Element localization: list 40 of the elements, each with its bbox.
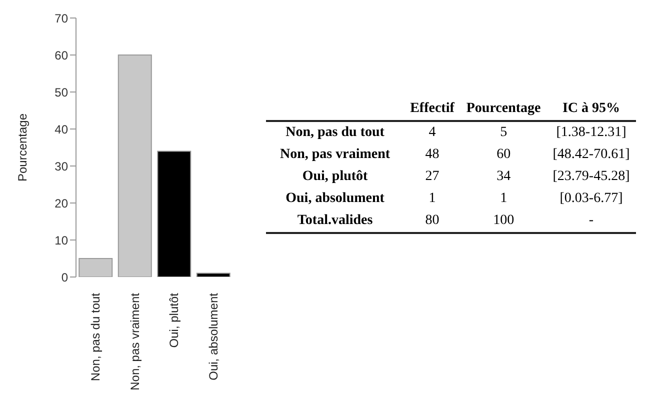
bar bbox=[196, 272, 230, 277]
text: [48.42-70.61] bbox=[552, 147, 630, 162]
x-tick-label: Oui, plutôt bbox=[167, 292, 182, 348]
category-label: Total.valides bbox=[297, 213, 373, 228]
bar bbox=[118, 54, 152, 277]
text: [1.38-12.31] bbox=[556, 125, 626, 140]
y-tick-label: 10 bbox=[54, 233, 68, 248]
y-tick-label: 30 bbox=[54, 159, 68, 174]
y-tick-label: 70 bbox=[54, 11, 68, 26]
y-tick-label: 50 bbox=[54, 85, 68, 100]
y-tick-label: 60 bbox=[54, 48, 68, 62]
category-label: Non, pas du tout bbox=[286, 125, 384, 140]
text: 27 bbox=[425, 169, 440, 184]
category-label: Effectif bbox=[409, 100, 456, 118]
category-label: Non, pas vraiment bbox=[280, 147, 390, 162]
text: 4 bbox=[428, 125, 436, 140]
bar bbox=[78, 258, 113, 277]
y-tick-label: 20 bbox=[54, 196, 68, 210]
text: 100 bbox=[493, 213, 514, 228]
category-label: Pourcentage bbox=[465, 100, 542, 118]
text: 48 bbox=[425, 147, 440, 162]
text: 5 bbox=[500, 125, 508, 140]
y-tick-label: 40 bbox=[54, 122, 68, 136]
text: 1 bbox=[428, 191, 436, 206]
category-label: Oui, plutôt bbox=[302, 169, 368, 184]
text: 80 bbox=[425, 213, 440, 228]
text: - bbox=[588, 213, 594, 228]
text: [0.03-6.77] bbox=[560, 191, 623, 206]
category-label: IC à 95% bbox=[561, 100, 622, 118]
x-tick-label: Non, pas vraiment bbox=[128, 292, 142, 390]
y-tick-label: 0 bbox=[61, 270, 68, 284]
x-tick-label: Non, pas du tout bbox=[88, 292, 103, 382]
category-label: Oui, absolument bbox=[286, 191, 384, 206]
text: 60 bbox=[496, 147, 511, 162]
x-tick-label: Oui, absolument bbox=[206, 292, 220, 380]
text: 34 bbox=[496, 169, 511, 184]
text: [23.79-45.28] bbox=[552, 169, 630, 184]
text: 1 bbox=[500, 191, 508, 206]
y-axis-title: Pourcentage bbox=[15, 113, 30, 182]
bar bbox=[157, 150, 192, 277]
